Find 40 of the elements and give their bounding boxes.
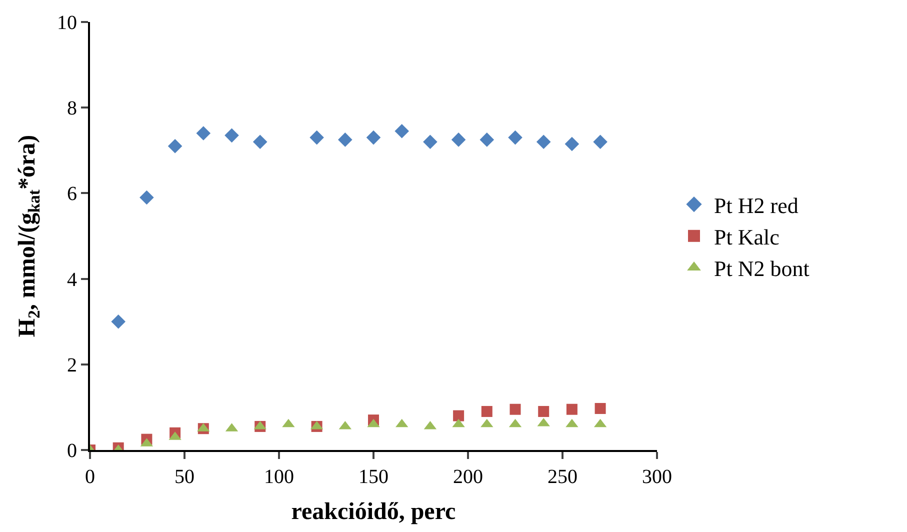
point <box>481 406 492 417</box>
point <box>140 190 154 205</box>
point <box>510 404 521 415</box>
point <box>252 134 268 149</box>
y-tick-label: 0 <box>67 440 77 462</box>
point <box>196 126 211 140</box>
point <box>394 124 409 138</box>
point <box>566 404 578 415</box>
y-tick-label: 6 <box>67 183 77 206</box>
point <box>453 410 464 422</box>
legend-label: Pt Kalc <box>714 224 780 250</box>
x-tick-label: 250 <box>548 466 578 488</box>
point <box>538 406 550 417</box>
legend-label: Pt N2 bont <box>714 256 810 282</box>
point <box>366 130 381 145</box>
x-tick-label: 200 <box>453 466 483 488</box>
x-tick-label: 300 <box>642 466 672 488</box>
x-tick-label: 100 <box>264 466 294 488</box>
point <box>536 134 551 149</box>
y-tick-label: 8 <box>67 98 77 120</box>
y-tick-label: 2 <box>67 354 77 376</box>
x-tick-label: 0 <box>85 466 95 488</box>
x-axis-title: reakcióidő, perc <box>291 498 456 525</box>
y-tick-label: 4 <box>67 268 77 291</box>
point <box>480 132 494 147</box>
y-tick-label: 10 <box>57 12 77 34</box>
point <box>594 402 606 414</box>
point <box>593 134 608 149</box>
point <box>224 128 239 143</box>
point <box>111 314 126 329</box>
point <box>338 132 352 147</box>
point <box>310 130 324 145</box>
legend-label: Pt H2 red <box>714 192 798 218</box>
point <box>423 134 438 149</box>
point <box>168 138 182 154</box>
x-tick-label: 150 <box>358 466 388 488</box>
point <box>508 130 522 145</box>
x-tick-label: 50 <box>174 466 194 488</box>
point <box>564 136 580 152</box>
point <box>451 132 466 147</box>
